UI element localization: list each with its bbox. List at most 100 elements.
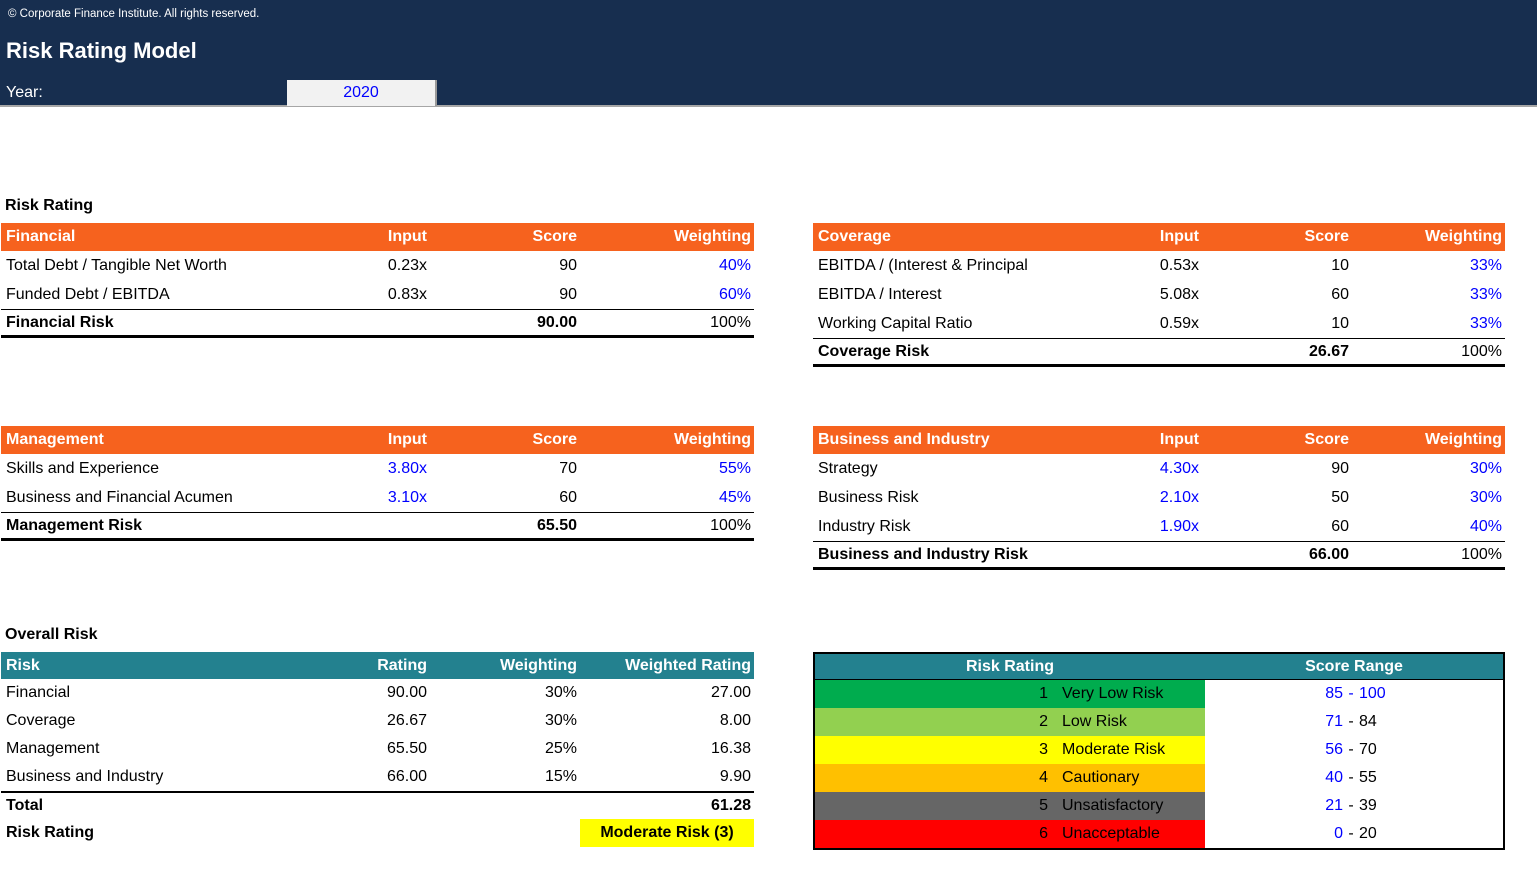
- legend-rating-cell: 2 Low Risk: [815, 708, 1205, 736]
- cell-label: Skills and Experience: [6, 459, 159, 477]
- cell-input[interactable]: 5.08x: [1159, 285, 1199, 303]
- legend-rating-label: Very Low Risk: [1062, 685, 1164, 702]
- cell-weighting[interactable]: 60%: [718, 285, 751, 303]
- legend-rating-number: 5: [1039, 797, 1048, 814]
- cell-score: 10: [1331, 314, 1349, 332]
- total-weighting: 100%: [1461, 545, 1502, 563]
- column-header-weighting: Weighting: [499, 656, 577, 674]
- cell-label: Business and Financial Acumen: [6, 488, 233, 506]
- legend-rating-number: 6: [1039, 825, 1048, 842]
- column-header-weighting: Weighting: [673, 431, 751, 448]
- table-row: Industry Risk 1.90x 60 40%: [813, 512, 1505, 541]
- cell-label: Industry Risk: [818, 517, 911, 535]
- total-weighting: 100%: [1461, 342, 1502, 360]
- score-high: 55: [1359, 769, 1377, 786]
- page-title: Risk Rating Model: [6, 38, 197, 63]
- risk-rating-legend: Risk Rating Score Range 1 Very Low Risk …: [813, 652, 1505, 850]
- score-dash: -: [1348, 741, 1354, 758]
- table-row: Business Risk 2.10x 50 30%: [813, 483, 1505, 512]
- column-header-input: Input: [1159, 431, 1199, 448]
- cell-weighted-rating: 27.00: [710, 684, 751, 701]
- cell-label: Funded Debt / EBITDA: [6, 285, 170, 303]
- cell-rating: 90.00: [386, 684, 427, 701]
- legend-score-range: 85 - 100: [1205, 685, 1503, 703]
- column-header-risk: Risk: [6, 656, 40, 674]
- cell-weighting[interactable]: 33%: [1469, 285, 1502, 303]
- score-high: 70: [1359, 741, 1377, 758]
- cell-label: Strategy: [818, 459, 878, 477]
- cell-weighting: 15%: [544, 768, 577, 785]
- score-high: 20: [1359, 825, 1377, 842]
- total-weighting: 100%: [710, 313, 751, 331]
- cell-label: Coverage: [6, 712, 76, 729]
- risk-rating-result-badge: Moderate Risk (3): [580, 819, 754, 847]
- column-header-score: Score: [532, 431, 577, 448]
- total-label: Management Risk: [6, 516, 143, 534]
- table-header-row: Financial Input Score Weighting: [1, 223, 754, 251]
- cell-input[interactable]: 1.90x: [1159, 517, 1199, 535]
- cell-weighting[interactable]: 33%: [1469, 256, 1502, 274]
- legend-header-row: Risk Rating Score Range: [815, 654, 1503, 680]
- section-title-overall-risk: Overall Risk: [5, 626, 98, 643]
- cell-input[interactable]: 0.83x: [387, 285, 427, 303]
- legend-score-range: 40 - 55: [1205, 769, 1503, 787]
- legend-rating-cell: 6 Unacceptable: [815, 820, 1205, 848]
- table-total-row: Coverage Risk 26.67 100%: [813, 338, 1505, 367]
- column-header-rating: Rating: [377, 656, 427, 674]
- cell-label: Management: [6, 740, 100, 757]
- column-header-weighting: Weighting: [1424, 431, 1502, 448]
- score-low: 85: [1325, 685, 1343, 702]
- section-title-risk-rating: Risk Rating: [5, 197, 94, 214]
- score-dash: -: [1348, 825, 1354, 842]
- score-low: 40: [1325, 769, 1343, 786]
- cell-input[interactable]: 4.30x: [1159, 459, 1199, 477]
- cell-input[interactable]: 0.53x: [1159, 256, 1199, 274]
- year-input[interactable]: 2020: [287, 80, 437, 106]
- legend-header-score-range: Score Range: [1305, 657, 1403, 675]
- cell-weighting[interactable]: 33%: [1469, 314, 1502, 332]
- table-title: Financial: [6, 228, 76, 245]
- cell-weighting[interactable]: 55%: [718, 459, 751, 477]
- cell-label: Financial: [6, 684, 71, 701]
- cell-weighting: 25%: [544, 740, 577, 757]
- cell-weighting[interactable]: 30%: [1469, 459, 1502, 477]
- legend-rating-cell: 1 Very Low Risk: [815, 680, 1205, 708]
- legend-rating-label: Low Risk: [1062, 713, 1127, 730]
- legend-row: 1 Very Low Risk 85 - 100: [815, 680, 1503, 708]
- score-low: 56: [1325, 741, 1343, 758]
- score-low: 21: [1325, 797, 1343, 814]
- legend-row: 3 Moderate Risk 56 - 70: [815, 736, 1503, 764]
- total-weighting: 100%: [710, 516, 751, 534]
- cell-weighting[interactable]: 45%: [718, 488, 751, 506]
- total-label: Total: [6, 797, 44, 814]
- legend-rating-cell: 5 Unsatisfactory: [815, 792, 1205, 820]
- cell-input[interactable]: 3.80x: [387, 459, 427, 477]
- score-low: 0: [1334, 825, 1343, 842]
- table-total-row: Business and Industry Risk 66.00 100%: [813, 541, 1505, 570]
- cell-input[interactable]: 3.10x: [387, 488, 427, 506]
- cell-input[interactable]: 0.59x: [1159, 314, 1199, 332]
- legend-score-range: 21 - 39: [1205, 797, 1503, 815]
- cell-weighting[interactable]: 30%: [1469, 488, 1502, 506]
- table-coverage: Coverage Input Score Weighting EBITDA / …: [813, 223, 1505, 367]
- cell-weighting[interactable]: 40%: [718, 256, 751, 274]
- table-row: EBITDA / (Interest & Principal 0.53x 10 …: [813, 251, 1505, 280]
- table-title: Management: [6, 431, 104, 448]
- total-label: Business and Industry Risk: [818, 545, 1028, 563]
- cell-label: Business Risk: [818, 488, 919, 506]
- table-row: Strategy 4.30x 90 30%: [813, 454, 1505, 483]
- table-row: EBITDA / Interest 5.08x 60 33%: [813, 280, 1505, 309]
- legend-rating-number: 3: [1039, 741, 1048, 758]
- cell-score: 60: [1331, 517, 1349, 535]
- cell-input[interactable]: 0.23x: [387, 256, 427, 274]
- legend-rating-label: Cautionary: [1062, 769, 1140, 786]
- legend-rating-label: Unsatisfactory: [1062, 797, 1164, 814]
- total-label: Coverage Risk: [818, 342, 930, 360]
- total-score: 66.00: [1308, 545, 1349, 563]
- cell-input[interactable]: 2.10x: [1159, 488, 1199, 506]
- cell-weighting[interactable]: 40%: [1469, 517, 1502, 535]
- score-dash: -: [1348, 685, 1354, 702]
- column-header-weighting: Weighting: [673, 228, 751, 245]
- table-row: Financial 90.00 30% 27.00: [1, 679, 754, 707]
